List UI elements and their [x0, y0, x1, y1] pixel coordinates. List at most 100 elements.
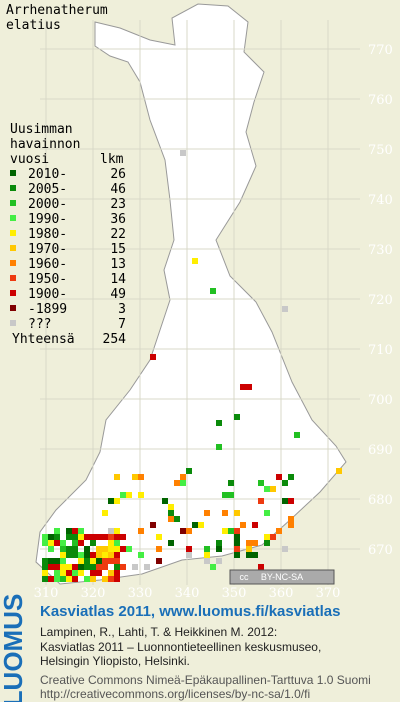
- occurrence-square: [54, 576, 60, 582]
- occurrence-square: [90, 540, 96, 546]
- occurrence-square: [186, 546, 192, 552]
- occurrence-square: [114, 474, 120, 480]
- occurrence-square: [246, 384, 252, 390]
- occurrence-square: [126, 492, 132, 498]
- occurrence-square: [258, 480, 264, 486]
- occurrence-square: [156, 546, 162, 552]
- occurrence-square: [132, 564, 138, 570]
- legend-count: 36: [110, 212, 126, 227]
- occurrence-square: [48, 564, 54, 570]
- occurrence-square: [84, 576, 90, 582]
- occurrence-square: [90, 558, 96, 564]
- occurrence-square: [60, 558, 66, 564]
- occurrence-square: [264, 540, 270, 546]
- legend-label: ???: [28, 317, 51, 332]
- occurrence-square: [78, 570, 84, 576]
- occurrence-square: [150, 354, 156, 360]
- occurrence-square: [180, 474, 186, 480]
- occurrence-square: [180, 528, 186, 534]
- occurrence-square: [282, 498, 288, 504]
- occurrence-square: [78, 558, 84, 564]
- occurrence-square: [186, 552, 192, 558]
- occurrence-square: [42, 540, 48, 546]
- occurrence-square: [48, 540, 54, 546]
- cc-logo: cc: [240, 572, 250, 582]
- occurrence-square: [288, 516, 294, 522]
- legend-swatch: [10, 320, 16, 326]
- occurrence-square: [48, 558, 54, 564]
- occurrence-square: [138, 528, 144, 534]
- occurrence-square: [252, 540, 258, 546]
- legend-label: 1900-: [28, 287, 67, 302]
- occurrence-square: [276, 528, 282, 534]
- occurrence-square: [78, 564, 84, 570]
- occurrence-square: [174, 516, 180, 522]
- occurrence-square: [108, 552, 114, 558]
- occurrence-square: [42, 576, 48, 582]
- occurrence-square: [276, 474, 282, 480]
- occurrence-square: [108, 498, 114, 504]
- legend-label: 1960-: [28, 257, 67, 272]
- occurrence-square: [156, 534, 162, 540]
- grid-label: 310: [34, 586, 59, 601]
- occurrence-square: [174, 480, 180, 486]
- occurrence-square: [120, 546, 126, 552]
- occurrence-square: [204, 510, 210, 516]
- occurrence-square: [234, 540, 240, 546]
- legend-count: 14: [110, 272, 126, 287]
- legend-label: 1950-: [28, 272, 67, 287]
- legend-swatch: [10, 245, 16, 251]
- occurrence-square: [96, 552, 102, 558]
- occurrence-square: [78, 540, 84, 546]
- legend-count: 15: [110, 242, 126, 257]
- occurrence-square: [264, 534, 270, 540]
- occurrence-square: [264, 510, 270, 516]
- occurrence-square: [138, 492, 144, 498]
- occurrence-square: [132, 474, 138, 480]
- occurrence-square: [234, 414, 240, 420]
- occurrence-square: [186, 468, 192, 474]
- legend-count: 3: [118, 302, 126, 317]
- occurrence-square: [72, 540, 78, 546]
- occurrence-square: [96, 570, 102, 576]
- legend-total-label: Yhteensä: [12, 332, 75, 347]
- legend-label: -1899: [28, 302, 67, 317]
- cc-terms: BY-NC-SA: [261, 572, 303, 582]
- occurrence-square: [42, 534, 48, 540]
- occurrence-square: [60, 576, 66, 582]
- occurrence-square: [90, 564, 96, 570]
- grid-label: 750: [368, 143, 393, 158]
- occurrence-square: [66, 534, 72, 540]
- occurrence-square: [54, 528, 60, 534]
- occurrence-square: [228, 492, 234, 498]
- occurrence-square: [66, 570, 72, 576]
- occurrence-square: [84, 558, 90, 564]
- occurrence-square: [234, 528, 240, 534]
- legend-swatch: [10, 290, 16, 296]
- occurrence-square: [72, 570, 78, 576]
- occurrence-square: [48, 576, 54, 582]
- license: http://creativecommons.org/licenses/by-n…: [40, 687, 310, 701]
- legend-label: 1980-: [28, 227, 67, 242]
- legend-count: 22: [110, 227, 126, 242]
- occurrence-square: [216, 546, 222, 552]
- occurrence-square: [96, 534, 102, 540]
- legend-count: 7: [118, 317, 126, 332]
- occurrence-square: [108, 570, 114, 576]
- occurrence-square: [168, 510, 174, 516]
- grid-label: 770: [368, 43, 393, 58]
- grid-label: 720: [368, 293, 393, 308]
- occurrence-square: [168, 504, 174, 510]
- occurrence-square: [120, 564, 126, 570]
- grid-label: 340: [175, 586, 200, 601]
- citation: Helsingin Yliopisto, Helsinki.: [40, 654, 190, 668]
- occurrence-square: [108, 540, 114, 546]
- license: Creative Commons Nimeä-Epäkaupallinen-Ta…: [40, 673, 371, 687]
- legend-heading: havainnon: [10, 137, 80, 152]
- occurrence-square: [114, 540, 120, 546]
- occurrence-square: [120, 492, 126, 498]
- occurrence-square: [192, 258, 198, 264]
- occurrence-square: [210, 564, 216, 570]
